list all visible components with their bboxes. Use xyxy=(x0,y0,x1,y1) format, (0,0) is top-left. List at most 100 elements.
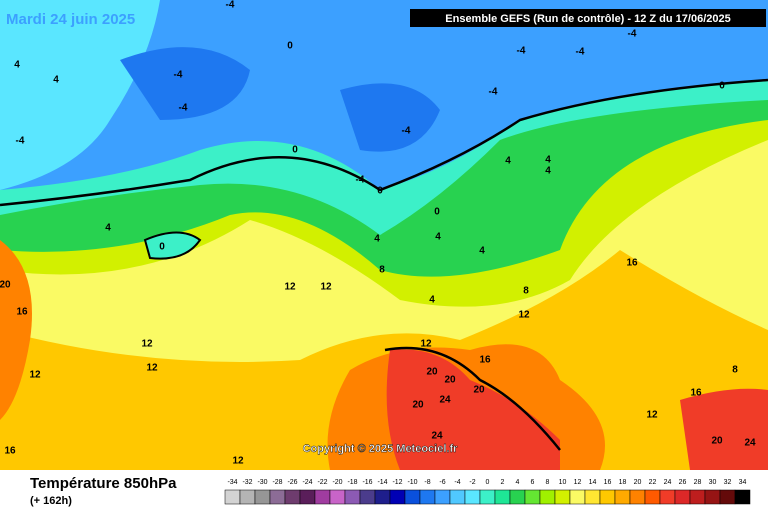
legend-tick-label: -8 xyxy=(424,479,430,486)
region-hot-east xyxy=(680,388,768,470)
legend-tick-label: 24 xyxy=(664,479,672,486)
contour-label: 0 xyxy=(287,41,293,52)
contour-label: -4 xyxy=(226,0,235,11)
model-info: Ensemble GEFS (Run de contrôle) - 12 Z d… xyxy=(445,13,730,25)
legend-tick-label: -20 xyxy=(332,479,342,486)
contour-label: 4 xyxy=(479,246,485,257)
legend-swatch xyxy=(524,489,541,505)
legend-tick-label: 32 xyxy=(724,479,732,486)
region-hot xyxy=(386,349,560,470)
legend-tick-label: -18 xyxy=(347,479,357,486)
legend-tick-label: -28 xyxy=(272,479,282,486)
legend-swatch xyxy=(374,489,391,505)
twenty-isotherm xyxy=(384,346,561,451)
contour-label: -4 xyxy=(576,47,585,58)
legend-swatch xyxy=(464,489,481,505)
contour-label: 12 xyxy=(284,282,296,293)
legend-swatch xyxy=(344,489,361,505)
legend-swatch xyxy=(704,489,721,505)
legend-tick-label: -26 xyxy=(287,479,297,486)
legend-swatch xyxy=(509,489,526,505)
legend-tick-label: 30 xyxy=(709,479,717,486)
legend-tick-label: -34 xyxy=(227,479,237,486)
legend-tick-label: -32 xyxy=(242,479,252,486)
legend-swatch xyxy=(404,489,421,505)
legend-swatch xyxy=(659,489,676,505)
legend-swatch xyxy=(629,489,646,505)
legend-tick-label: 26 xyxy=(679,479,687,486)
contour-label: 24 xyxy=(439,395,451,406)
contour-label: 24 xyxy=(744,438,756,449)
legend-swatch xyxy=(614,489,631,505)
legend-swatch xyxy=(389,489,406,505)
legend-swatch xyxy=(329,489,346,505)
contour-label: 12 xyxy=(141,339,153,350)
legend-tick-label: -2 xyxy=(469,479,475,486)
legend-tick-label: -4 xyxy=(454,479,460,486)
contour-label: 4 xyxy=(545,166,551,177)
legend-swatch xyxy=(284,489,301,505)
legend-swatch xyxy=(554,489,571,505)
legend-swatch xyxy=(254,489,271,505)
legend-swatch xyxy=(299,489,316,505)
legend-swatch xyxy=(224,489,241,505)
contour-label: 4 xyxy=(14,60,20,71)
legend-tick-label: -6 xyxy=(439,479,445,486)
contour-label: 0 xyxy=(719,81,725,92)
legend: -34 -32 -30 -28 -26 -24 -22 -20 -18 -16 -14 -12 -10-… xyxy=(224,479,751,505)
legend-tick-label: 28 xyxy=(694,479,702,486)
contour-label: 12 xyxy=(320,282,332,293)
contour-label: 20 xyxy=(412,400,424,411)
contour-label: -4 xyxy=(489,87,498,98)
contour-label: 8 xyxy=(523,286,529,297)
legend-swatch xyxy=(674,489,691,505)
legend-tick-label: 10 xyxy=(559,479,567,486)
contour-label: -4 xyxy=(356,175,365,186)
contour-label: 8 xyxy=(379,265,385,276)
legend-tick-label: 16 xyxy=(604,479,612,486)
contour-label: -4 xyxy=(179,103,188,114)
legend-swatch xyxy=(599,489,616,505)
contour-label: 12 xyxy=(420,339,432,350)
region-cold xyxy=(120,47,250,121)
contour-label: 4 xyxy=(545,155,551,166)
contour-label: 16 xyxy=(4,446,16,457)
legend-swatch xyxy=(449,489,466,505)
legend-tick-label: -10 xyxy=(407,479,417,486)
legend-tick-label: 2 xyxy=(501,479,505,486)
legend-tick-label: 18 xyxy=(619,479,627,486)
contour-label: 20 xyxy=(473,385,485,396)
legend-swatch xyxy=(734,489,751,505)
contour-label: 20 xyxy=(711,436,723,447)
legend-swatch xyxy=(419,489,436,505)
contour-label: 16 xyxy=(479,355,491,366)
contour-label: 20 xyxy=(444,375,456,386)
contour-label: 4 xyxy=(53,75,59,86)
contour-label: -4 xyxy=(174,70,183,81)
contour-label: 12 xyxy=(518,310,530,321)
contour-label: 20 xyxy=(0,280,11,291)
contour-label: 12 xyxy=(646,410,658,421)
copyright: Copyright © 2025 Meteociel.fr xyxy=(303,443,459,455)
legend-tick-label: -22 xyxy=(317,479,327,486)
contour-label: 0 xyxy=(292,145,298,156)
region-cool xyxy=(0,0,160,190)
legend-tick-label: 14 xyxy=(589,479,597,486)
legend-swatch xyxy=(689,489,706,505)
legend-tick-label: -12 xyxy=(392,479,402,486)
legend-tick-label: -16 xyxy=(362,479,372,486)
date: Mardi 24 juin 2025 xyxy=(6,11,135,28)
contour-label: 4 xyxy=(429,295,435,306)
legend-swatch xyxy=(569,489,586,505)
legend-tick-label: 8 xyxy=(546,479,550,486)
contour-label: 12 xyxy=(146,363,158,374)
legend-tick-label: 12 xyxy=(574,479,582,486)
contour-label: 0 xyxy=(434,207,440,218)
contour-label: 4 xyxy=(435,232,441,243)
contour-label: 12 xyxy=(232,456,244,467)
zero-isotherm xyxy=(0,78,768,207)
legend-tick-label: -30 xyxy=(257,479,267,486)
legend-swatch xyxy=(479,489,496,505)
